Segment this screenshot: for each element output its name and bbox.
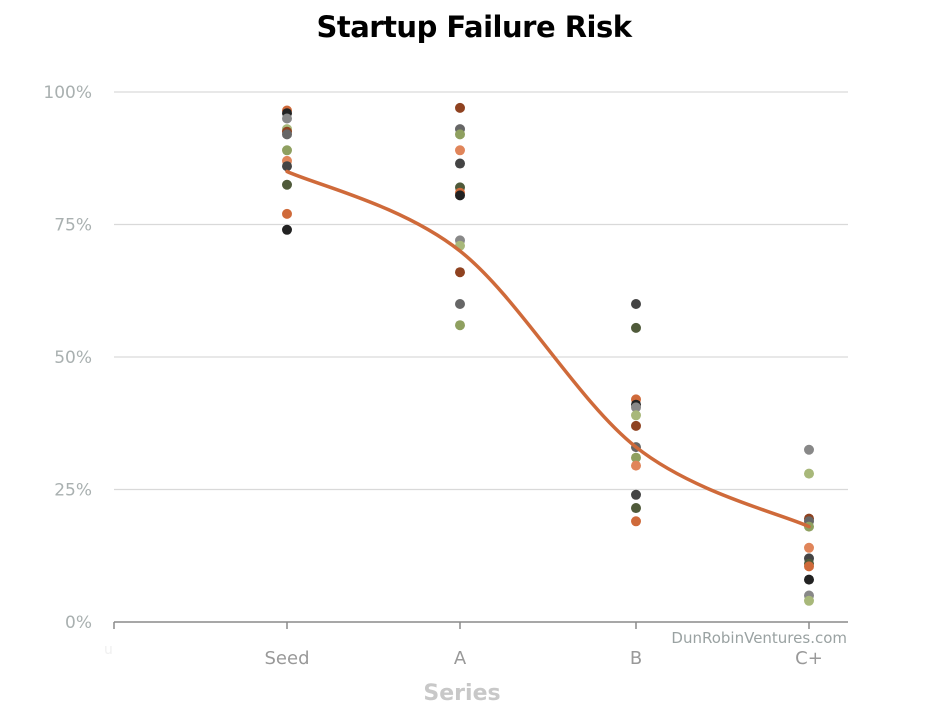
data-point <box>631 460 641 471</box>
y-tick-label: 25% <box>54 481 92 501</box>
data-point <box>631 402 641 413</box>
data-point <box>455 190 465 201</box>
data-point <box>631 420 641 431</box>
y-tick-label: 50% <box>54 348 92 368</box>
data-point <box>631 322 641 333</box>
data-point <box>631 489 641 500</box>
data-point <box>455 267 465 278</box>
data-point <box>455 145 465 156</box>
data-point <box>282 224 292 235</box>
x-tick-label: C+ <box>795 648 823 669</box>
data-point <box>631 503 641 514</box>
data-point <box>804 542 814 553</box>
trend-line <box>285 169 811 529</box>
watermark: DunRobinVentures.com <box>671 629 847 647</box>
data-point <box>282 113 292 124</box>
data-point <box>631 299 641 309</box>
x-axis-ticks: Seed A B C+ <box>113 622 823 669</box>
data-point <box>804 444 814 455</box>
data-point <box>282 179 292 190</box>
y-axis-ticks: 0% 25% 50% 75% 100% <box>43 83 92 633</box>
data-point <box>455 102 465 113</box>
data-point <box>804 595 814 606</box>
y-tick-label: 0% <box>65 613 92 633</box>
y-tick-label: 100% <box>43 83 92 103</box>
data-point <box>455 299 465 309</box>
data-point <box>631 516 641 527</box>
data-point <box>455 129 465 140</box>
chart-title: Startup Failure Risk <box>316 10 632 44</box>
gridlines <box>114 91 848 623</box>
data-point <box>282 129 292 140</box>
data-point <box>455 320 465 331</box>
y-tick-label: 75% <box>54 216 92 236</box>
x-axis-title: Series <box>423 681 500 706</box>
data-point <box>282 208 292 219</box>
data-point <box>804 574 814 585</box>
data-point <box>282 161 292 172</box>
x-tick-label: A <box>454 648 467 669</box>
data-points <box>282 102 814 606</box>
x-tick-label: B <box>630 648 642 669</box>
data-point <box>282 145 292 156</box>
data-point <box>631 452 641 463</box>
x-tick-label: Seed <box>265 648 310 669</box>
data-point <box>455 158 465 169</box>
trend-line-group <box>285 169 811 529</box>
data-point <box>631 410 641 421</box>
data-point <box>804 561 814 572</box>
data-point <box>804 468 814 479</box>
corner-glyph: u <box>104 642 113 658</box>
